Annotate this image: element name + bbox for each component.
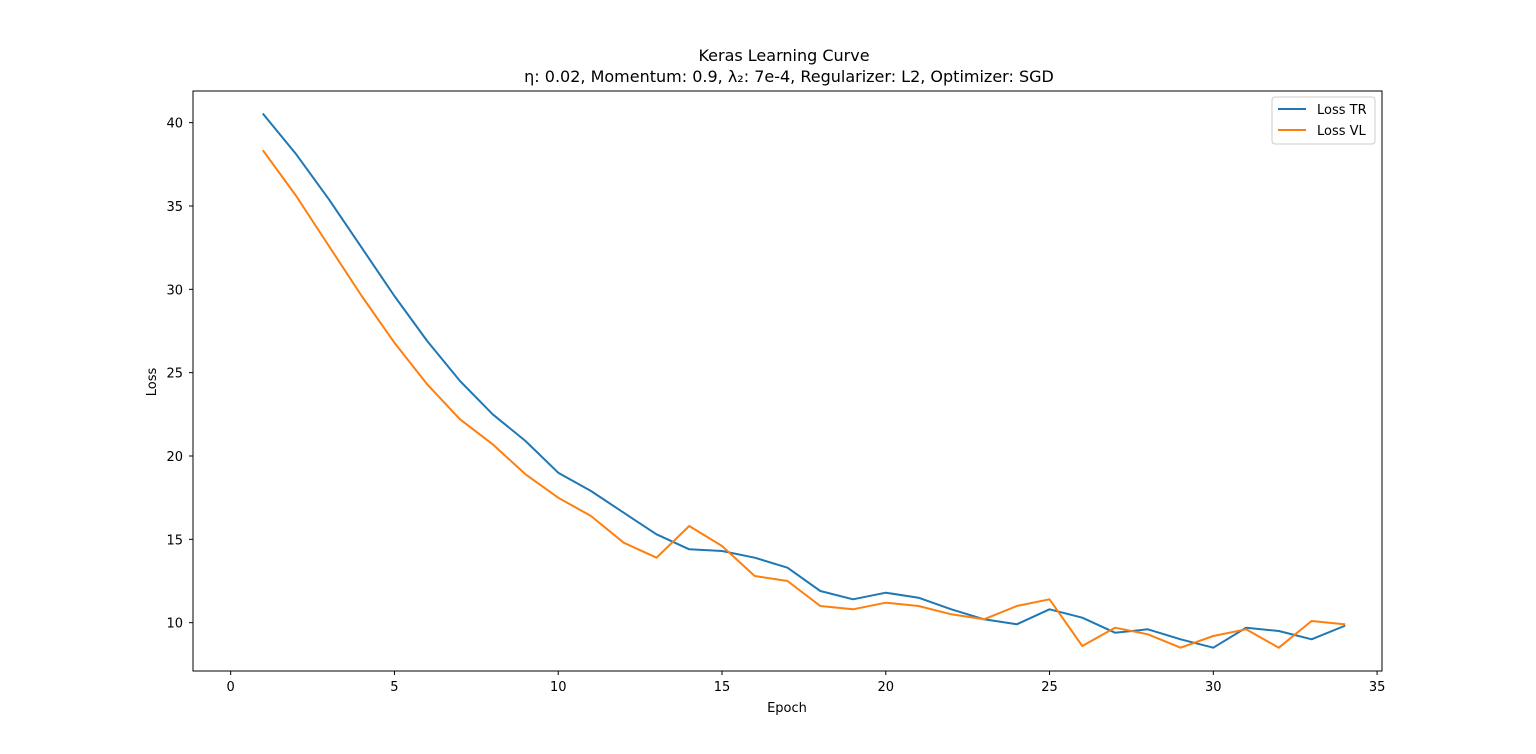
y-axis-label: Loss xyxy=(145,368,160,397)
x-tick-label: 35 xyxy=(1369,680,1386,695)
series-line-loss-vl xyxy=(262,149,1346,649)
y-tick-label: 15 xyxy=(166,533,183,548)
series-line-loss-tr xyxy=(261,112,1346,649)
x-tick-label: 30 xyxy=(1205,680,1222,695)
y-tick-label: 10 xyxy=(166,617,183,632)
x-axis-label: Epoch xyxy=(767,701,807,716)
x-tick-label: 25 xyxy=(1041,680,1058,695)
x-tick-label: 10 xyxy=(550,680,567,695)
legend: Loss TR Loss VL xyxy=(1271,96,1376,145)
y-tick-label: 25 xyxy=(166,367,183,382)
y-axis-ticks: 10 15 20 25 30 35 40 xyxy=(166,117,193,632)
plot-frame xyxy=(192,90,1383,672)
series-lines xyxy=(261,112,1346,649)
x-tick-label: 5 xyxy=(390,680,398,695)
x-tick-label: 15 xyxy=(714,680,731,695)
chart-subtitle: η: 0.02, Momentum: 0.9, λ₂: 7e-4, Regula… xyxy=(524,67,1054,86)
y-tick-label: 30 xyxy=(166,283,183,298)
y-tick-label: 20 xyxy=(166,450,183,465)
legend-label-loss-vl: Loss VL xyxy=(1317,124,1367,139)
x-tick-label: 20 xyxy=(877,680,894,695)
y-tick-label: 40 xyxy=(166,117,183,132)
legend-label-loss-tr: Loss TR xyxy=(1317,103,1367,118)
y-tick-label: 35 xyxy=(166,200,183,215)
x-tick-label: 0 xyxy=(227,680,235,695)
chart-title: Keras Learning Curve xyxy=(698,46,869,65)
x-axis-ticks: 0 5 10 15 20 25 30 35 xyxy=(227,671,1386,695)
